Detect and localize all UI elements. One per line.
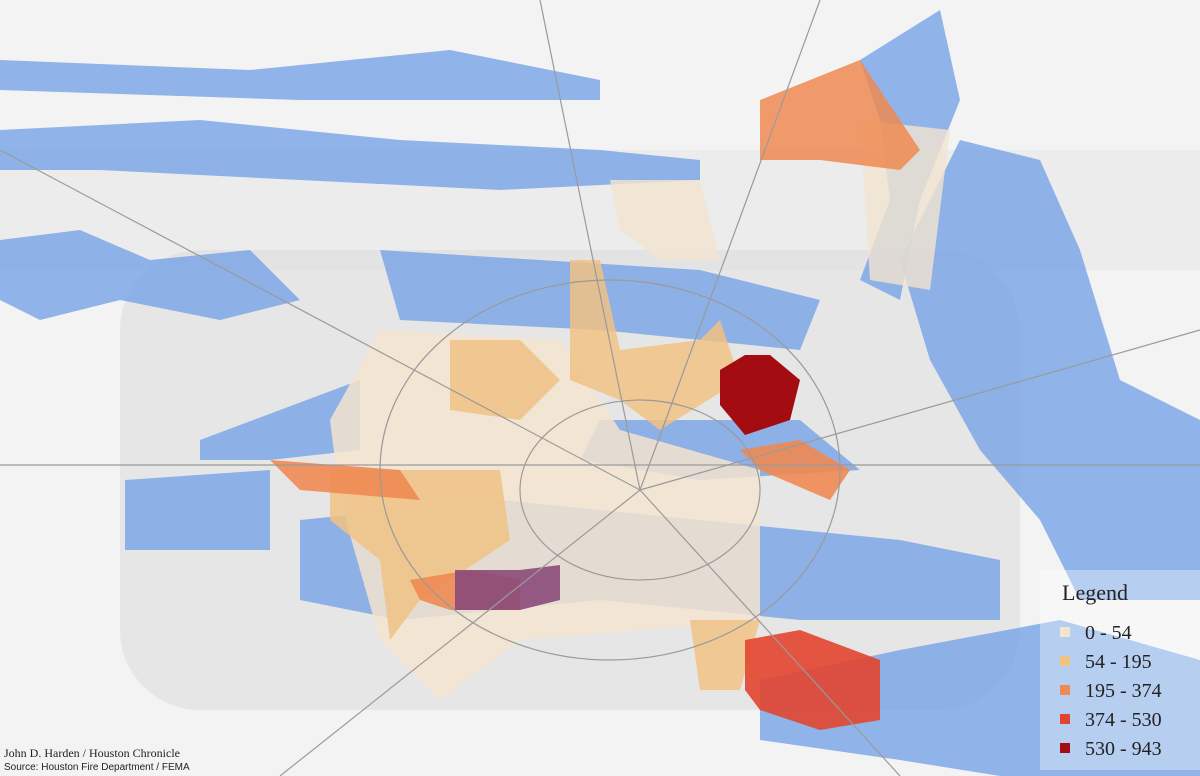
legend-swatch <box>1060 685 1070 695</box>
legend-label: 54 - 195 <box>1085 651 1152 673</box>
legend-title: Legend <box>1062 580 1128 605</box>
legend-swatch <box>1060 714 1070 724</box>
legend-swatch <box>1060 743 1070 753</box>
legend-swatch <box>1060 627 1070 637</box>
legend-swatch <box>1060 656 1070 666</box>
credit-author: John D. Harden / Houston Chronicle <box>4 746 180 760</box>
incident-areas <box>270 60 950 730</box>
credit-source: Source: Houston Fire Department / FEMA <box>4 762 190 773</box>
legend-backdrop <box>1040 570 1200 770</box>
legend-label: 0 - 54 <box>1085 622 1132 644</box>
legend: 0 - 54 54 - 195 195 - 374 374 - 530 530 - 94… <box>1060 622 1162 760</box>
legend-label: 195 - 374 <box>1085 680 1162 702</box>
legend-label: 374 - 530 <box>1085 709 1162 731</box>
legend-label: 530 - 943 <box>1085 738 1162 760</box>
